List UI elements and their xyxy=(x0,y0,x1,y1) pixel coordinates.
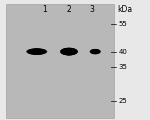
Text: 35: 35 xyxy=(118,64,127,70)
Ellipse shape xyxy=(27,48,46,55)
Ellipse shape xyxy=(92,50,98,54)
Ellipse shape xyxy=(64,49,74,55)
Text: 25: 25 xyxy=(118,98,127,104)
Ellipse shape xyxy=(29,49,45,54)
Ellipse shape xyxy=(91,49,100,54)
Ellipse shape xyxy=(92,49,99,54)
Ellipse shape xyxy=(29,49,44,54)
Ellipse shape xyxy=(92,50,99,54)
Ellipse shape xyxy=(27,48,47,55)
Ellipse shape xyxy=(30,49,44,54)
Ellipse shape xyxy=(90,49,101,54)
Text: 1: 1 xyxy=(43,5,47,14)
Text: 2: 2 xyxy=(67,5,71,14)
Ellipse shape xyxy=(32,49,42,54)
Ellipse shape xyxy=(60,48,78,55)
Ellipse shape xyxy=(31,49,42,54)
Ellipse shape xyxy=(91,49,100,54)
Ellipse shape xyxy=(62,48,76,55)
Ellipse shape xyxy=(61,48,77,55)
Ellipse shape xyxy=(31,49,43,54)
Ellipse shape xyxy=(64,49,74,54)
Ellipse shape xyxy=(91,49,99,54)
Text: 40: 40 xyxy=(118,49,127,55)
Ellipse shape xyxy=(30,49,43,54)
Ellipse shape xyxy=(62,48,76,55)
Ellipse shape xyxy=(61,48,77,55)
Ellipse shape xyxy=(28,49,46,55)
Ellipse shape xyxy=(26,48,47,55)
Ellipse shape xyxy=(90,49,100,54)
Ellipse shape xyxy=(62,48,76,55)
Ellipse shape xyxy=(91,49,99,54)
Ellipse shape xyxy=(90,49,100,54)
Text: 3: 3 xyxy=(89,5,94,14)
FancyBboxPatch shape xyxy=(6,4,114,118)
Ellipse shape xyxy=(64,49,74,54)
Ellipse shape xyxy=(63,49,75,55)
Ellipse shape xyxy=(90,49,101,54)
Ellipse shape xyxy=(28,49,45,54)
Ellipse shape xyxy=(92,50,98,54)
Text: 55: 55 xyxy=(118,21,127,27)
Ellipse shape xyxy=(63,48,75,55)
Ellipse shape xyxy=(60,48,78,56)
Text: kDa: kDa xyxy=(117,5,132,14)
